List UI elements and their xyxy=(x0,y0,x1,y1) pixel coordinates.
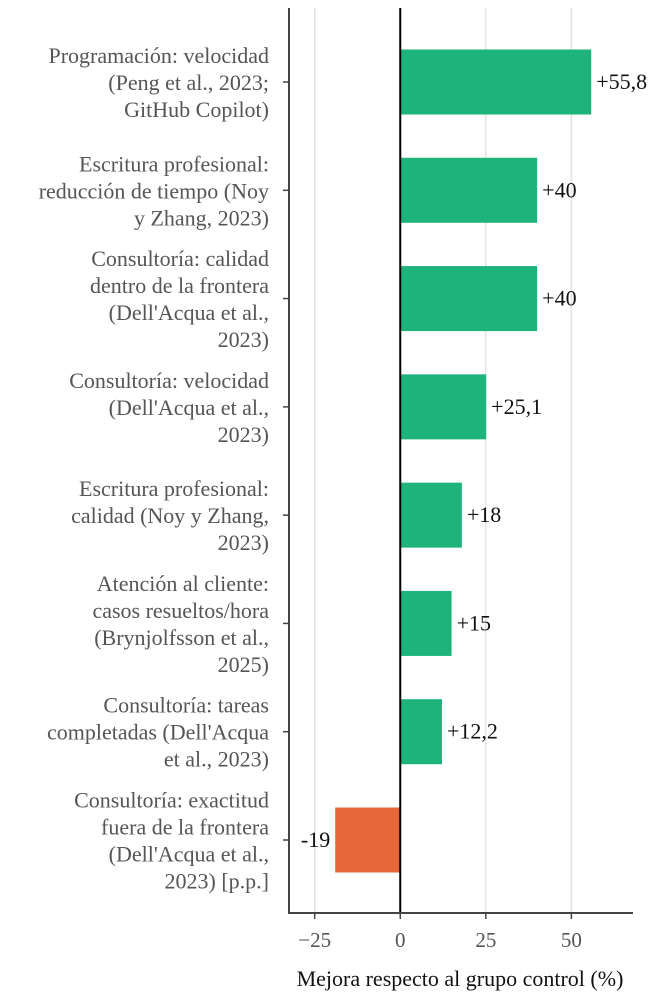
data-label: +25,1 xyxy=(491,394,542,419)
axes xyxy=(283,8,633,919)
x-tick-label: −25 xyxy=(298,928,331,952)
data-label: +40 xyxy=(542,286,576,311)
data-label: +15 xyxy=(457,610,491,635)
category-label: Consultoría: velocidad (Dell'Acqua et al.… xyxy=(69,368,269,447)
category-label: Escritura profesional: calidad (Noy y Zha… xyxy=(71,476,269,555)
category-label: Atención al cliente: casos resueltos/hora… xyxy=(92,571,269,677)
data-label: +55,8 xyxy=(596,69,647,94)
bar xyxy=(335,807,401,873)
category-label: Consultoría: tareas completadas (Dell'Acq… xyxy=(47,693,269,772)
bar xyxy=(400,482,462,548)
data-label: +40 xyxy=(542,177,576,202)
x-axis-title: Mejora respecto al grupo control (%) xyxy=(297,966,624,991)
data-label: -19 xyxy=(301,827,330,852)
category-label: Consultoría: exactitud fuera de la fronte… xyxy=(74,788,269,894)
x-tick-label: 25 xyxy=(475,928,496,952)
x-tick-label: 50 xyxy=(561,928,582,952)
bar xyxy=(400,266,538,332)
grid-lines xyxy=(313,8,573,913)
data-label: +18 xyxy=(467,502,501,527)
category-label: Consultoría: calidad dentro de la fronter… xyxy=(90,246,269,352)
bar xyxy=(400,699,443,765)
labels: +55,8 Programación: velocidad (Peng et al.… xyxy=(39,43,647,952)
bar xyxy=(400,590,452,656)
bar xyxy=(400,374,487,440)
category-label: Programación: velocidad (Peng et al., 202… xyxy=(48,43,269,122)
bars xyxy=(335,49,592,873)
bar xyxy=(400,157,538,223)
bar xyxy=(400,49,592,115)
data-label: +12,2 xyxy=(447,719,498,744)
x-tick-label: 0 xyxy=(395,928,406,952)
category-label: Escritura profesional: reducción de tiemp… xyxy=(39,151,269,230)
